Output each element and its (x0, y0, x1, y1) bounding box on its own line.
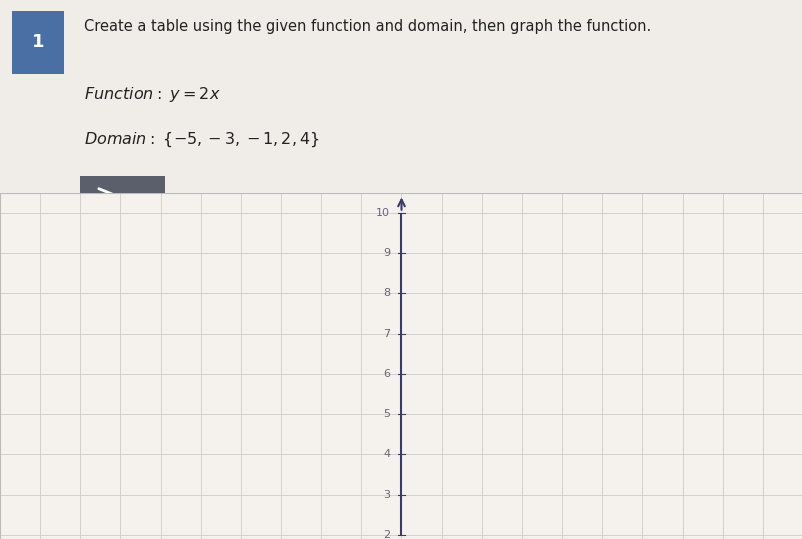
Text: 1: 1 (32, 33, 44, 51)
Text: 6: 6 (383, 369, 390, 379)
Text: 2: 2 (383, 530, 390, 539)
Text: 10: 10 (376, 208, 390, 218)
Text: Create a table using the given function and domain, then graph the function.: Create a table using the given function … (84, 19, 650, 34)
Text: 5: 5 (383, 409, 390, 419)
Text: 8: 8 (383, 288, 390, 298)
Text: 4: 4 (383, 450, 390, 459)
Text: $\mathit{Domain}$$\mathrm{: \ }$$\{-5, -3, -1, 2, 4\}$: $\mathit{Domain}$$\mathrm{: \ }$$\{-5, -… (84, 131, 319, 149)
Text: $\mathit{Function}$$\mathrm{: \ }$$y = 2x$: $\mathit{Function}$$\mathrm{: \ }$$y = 2… (84, 85, 221, 103)
FancyBboxPatch shape (12, 11, 64, 74)
Text: 9: 9 (383, 248, 390, 258)
FancyBboxPatch shape (80, 176, 164, 236)
Text: 7: 7 (383, 328, 390, 338)
Text: 3: 3 (383, 489, 390, 500)
Text: LINE: LINE (110, 217, 135, 227)
